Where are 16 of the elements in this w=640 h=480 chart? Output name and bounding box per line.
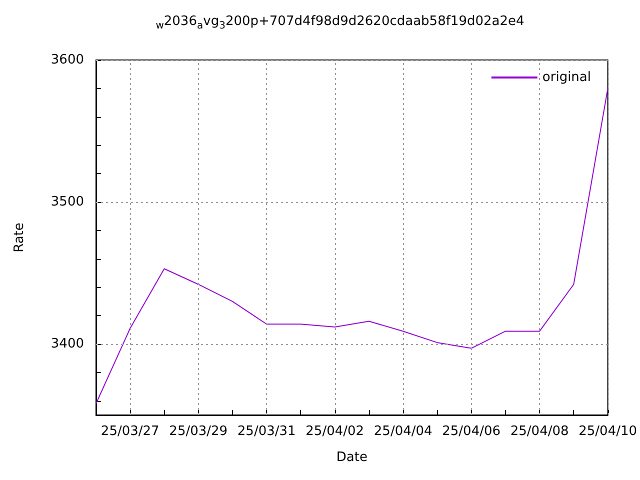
x-tick-label: 25/04/02 — [306, 424, 364, 439]
x-tick-label: 25/04/06 — [442, 424, 501, 439]
y-tick-label: 3600 — [50, 52, 84, 68]
legend-label: original — [542, 70, 591, 85]
x-tick-label: 25/03/31 — [237, 424, 296, 439]
chart-title: $_{w}$2036$_{a}$vg$_{3}$200p+707d4f98d9d2620cdaab58f19d02a2e4 — [154, 14, 526, 32]
x-tick-label: 25/03/27 — [100, 424, 160, 439]
y-tick-label: 3400 — [50, 336, 84, 352]
y-tick-label: 3500 — [50, 194, 84, 210]
x-tick-label: 25/04/08 — [510, 424, 569, 439]
y-axis-title: Rate — [12, 222, 27, 252]
x-tick-label: 25/04/04 — [374, 424, 432, 439]
x-axis-title: Date — [336, 450, 368, 465]
x-tick-label: 25/04/10 — [578, 424, 637, 439]
line-series — [96, 88, 608, 404]
x-tick-label: 25/03/29 — [169, 424, 228, 439]
